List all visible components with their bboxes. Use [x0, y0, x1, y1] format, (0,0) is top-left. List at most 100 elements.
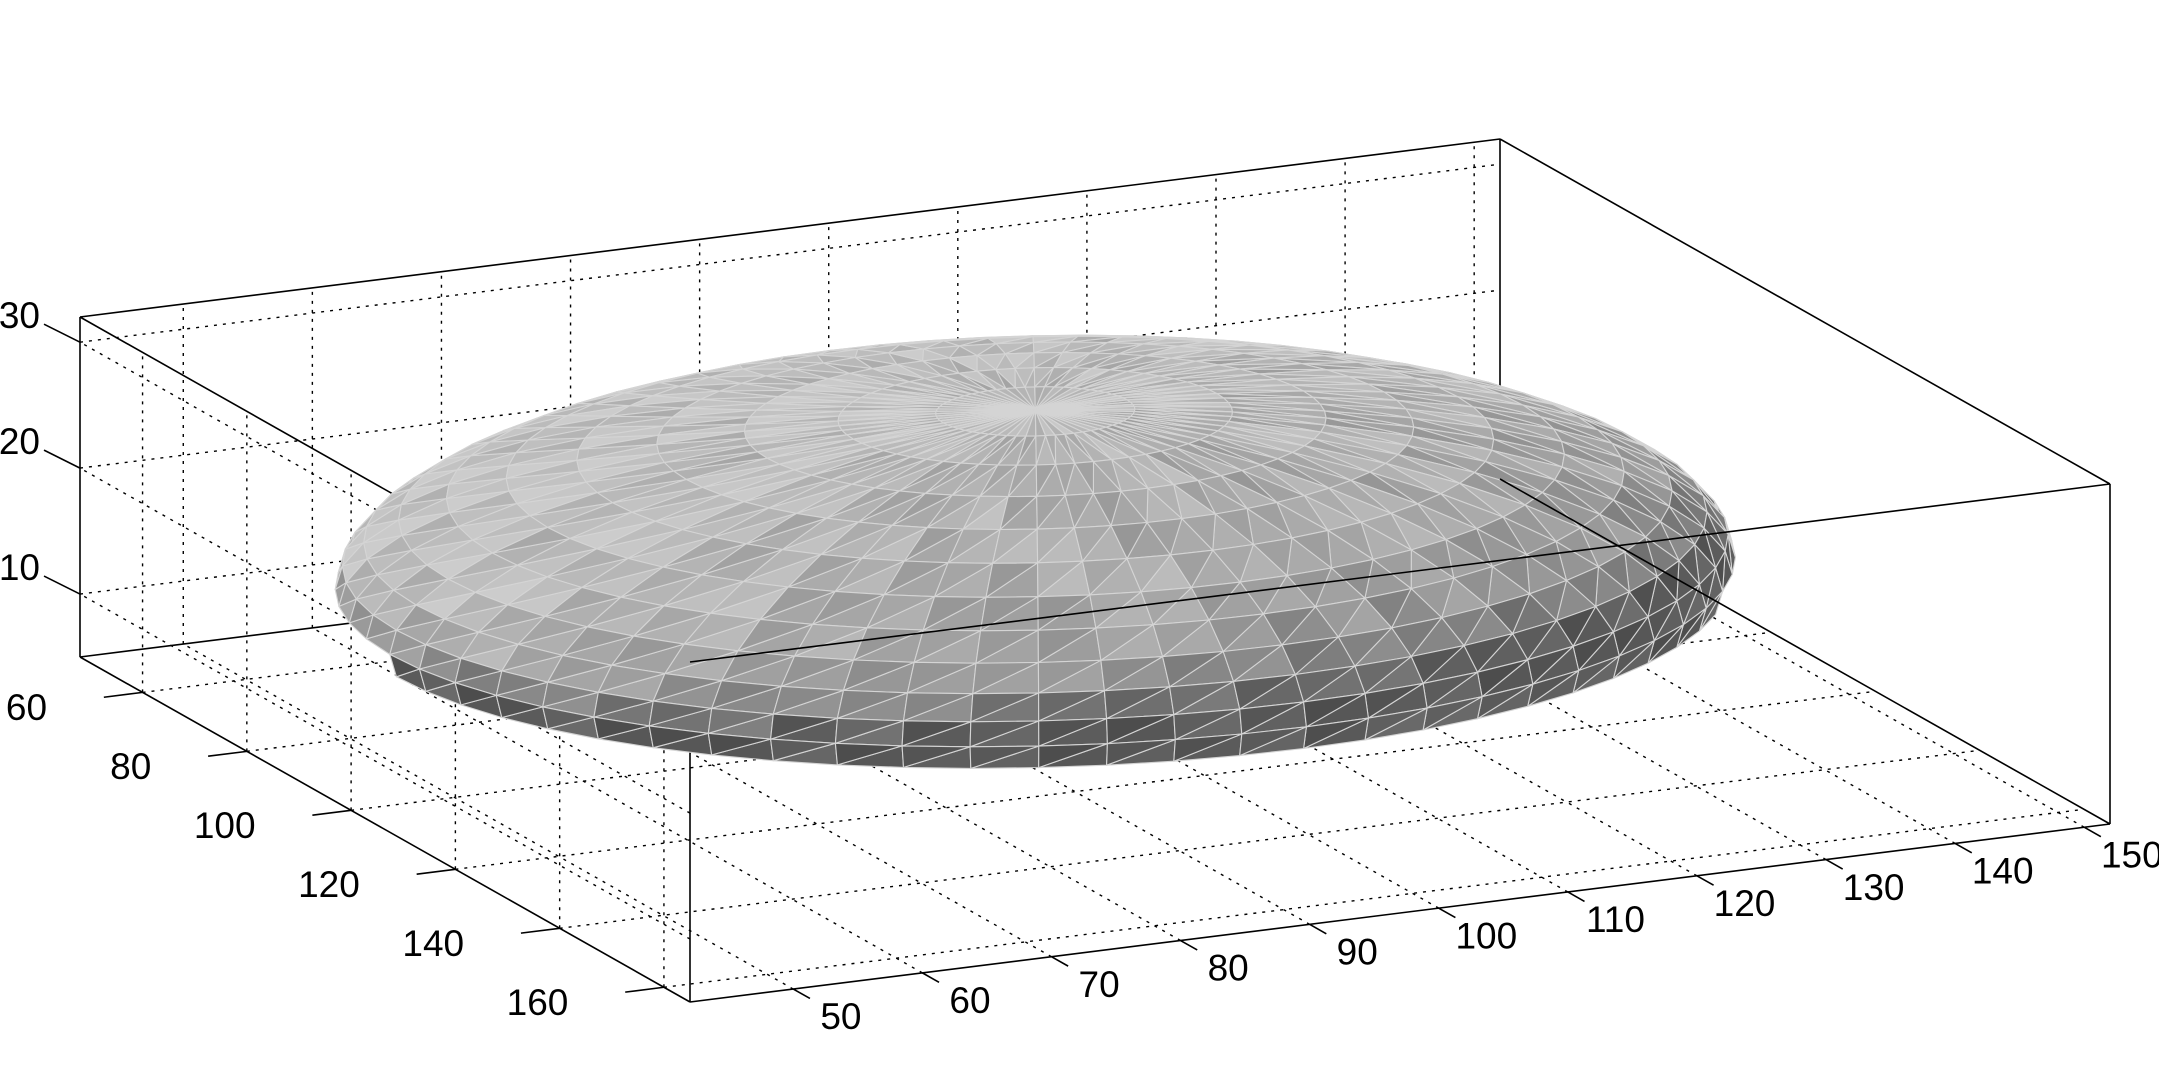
mesh-triangle [365, 504, 402, 528]
mesh-triangle [454, 657, 503, 684]
x-tick [921, 972, 940, 984]
mesh-triangle [793, 623, 868, 657]
x-tick-label: 130 [1843, 867, 1905, 908]
mesh-triangle [836, 689, 909, 719]
mesh-triangle [1044, 434, 1057, 465]
mesh-triangle [1037, 560, 1084, 598]
mesh-triangle [701, 543, 784, 576]
ellipsoid-mesh [334, 334, 1736, 769]
mesh-triangle [338, 582, 357, 607]
mesh-triangle [1038, 690, 1105, 722]
mesh-triangle [544, 586, 622, 617]
mesh-triangle [972, 661, 1039, 695]
mesh-triangle [1095, 624, 1154, 661]
mesh-triangle [372, 589, 417, 616]
mesh-triangle [1034, 409, 1037, 437]
mesh-triangle [354, 509, 377, 533]
mesh-triangle [1294, 665, 1356, 703]
mesh-triangle [939, 405, 1036, 411]
mesh-triangle [454, 682, 497, 706]
mesh-triangle [975, 629, 1039, 664]
mesh-triangle [937, 409, 1036, 420]
x-tick [1180, 939, 1198, 951]
axes-box-edge [1499, 138, 2111, 485]
mesh-triangle [812, 590, 885, 625]
mesh-triangle [334, 565, 347, 591]
mesh-triangle [935, 409, 1036, 417]
mesh-triangle [472, 515, 549, 541]
mesh-triangle [960, 434, 1008, 464]
mesh-triangle [491, 526, 571, 554]
mesh-triangle [1092, 490, 1122, 527]
mesh-triangle [1054, 433, 1076, 464]
x-tick [792, 988, 811, 1000]
y-tick [208, 750, 247, 758]
mesh-triangle [1146, 518, 1183, 556]
mesh-triangle [787, 553, 863, 588]
mesh-triangle [376, 549, 428, 576]
mesh-triangle [780, 655, 855, 687]
mesh-triangle [611, 635, 685, 666]
mesh-triangle [842, 659, 915, 691]
mesh-triangle [834, 717, 905, 744]
mesh-triangle [721, 650, 796, 682]
z-tick-label: 20 [0, 421, 40, 462]
mesh-triangle [772, 685, 845, 715]
mesh-triangle [654, 494, 745, 522]
mesh-triangle [934, 562, 994, 598]
mesh-triangle [395, 604, 446, 631]
mesh-triangle [793, 446, 884, 471]
mesh-triangle [926, 494, 981, 529]
mesh-triangle [586, 596, 665, 628]
mesh-triangle [922, 596, 987, 631]
mesh-triangle [906, 661, 977, 694]
mesh-triangle [987, 390, 1036, 411]
mesh-triangle [542, 706, 595, 730]
x-tick-label: 120 [1714, 883, 1776, 924]
mesh-triangle [851, 456, 928, 485]
mesh-triangle [415, 578, 476, 606]
mesh-triangle [389, 653, 421, 678]
mesh-triangle [517, 615, 588, 645]
mesh-triangle [971, 393, 1036, 411]
mesh-triangle [392, 564, 449, 591]
mesh-triangle [1126, 554, 1172, 593]
mesh-triangle [942, 403, 1036, 411]
mesh-triangle [366, 534, 412, 560]
mesh-triangle [495, 670, 549, 696]
mesh-triangle [1073, 431, 1113, 461]
mesh-triangle [743, 474, 832, 503]
mesh-triangle [507, 576, 583, 606]
x-tick-label: 100 [1455, 915, 1517, 956]
mesh-triangle [978, 435, 1017, 465]
x-tick [1696, 875, 1714, 886]
axes-box-edge [79, 138, 1501, 318]
axes-box-edge [689, 483, 2111, 663]
mesh-triangle [474, 564, 548, 593]
axes-box-edge [689, 823, 2111, 1003]
mesh-triangle [683, 612, 761, 645]
x-tick-label: 140 [1972, 851, 2034, 892]
mesh-triangle [1239, 701, 1305, 735]
mesh-triangle [1111, 456, 1149, 489]
mesh-triangle [363, 519, 403, 544]
mesh-triangle [664, 643, 739, 675]
mesh-triangle [820, 521, 893, 555]
mesh-triangle [410, 525, 474, 551]
mesh-triangle [874, 458, 944, 489]
mesh-triangle [1190, 581, 1241, 621]
mesh-triangle [569, 511, 656, 540]
mesh-triangle [898, 460, 962, 492]
mesh-triangle [345, 558, 378, 584]
mesh-triangle [1140, 587, 1192, 626]
mesh-triangle [1035, 435, 1047, 466]
mesh-triangle [834, 742, 903, 766]
mesh-triangle [957, 397, 1036, 411]
x-tick-label: 70 [1079, 964, 1120, 1005]
mesh-triangle [1120, 487, 1149, 524]
mesh-triangle [648, 700, 713, 727]
mesh-triangle [648, 725, 709, 749]
x-tick [1309, 923, 1327, 935]
mesh-triangle [457, 503, 531, 528]
mesh-triangle [882, 428, 966, 452]
